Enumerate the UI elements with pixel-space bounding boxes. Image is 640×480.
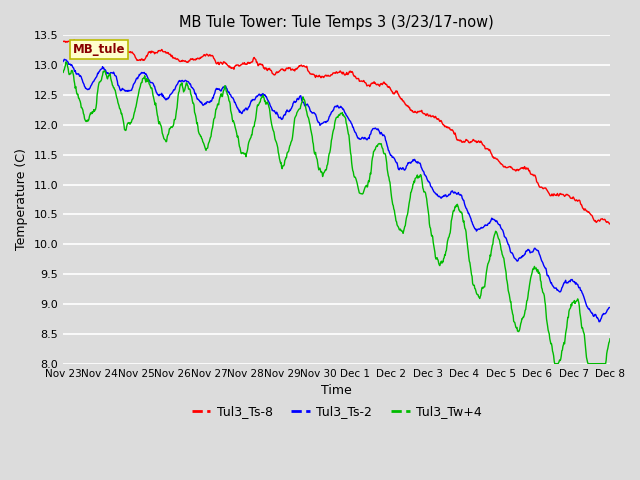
- Legend: Tul3_Ts-8, Tul3_Ts-2, Tul3_Tw+4: Tul3_Ts-8, Tul3_Ts-2, Tul3_Tw+4: [186, 400, 486, 423]
- Text: MB_tule: MB_tule: [73, 43, 125, 56]
- Y-axis label: Temperature (C): Temperature (C): [15, 149, 28, 251]
- Title: MB Tule Tower: Tule Temps 3 (3/23/17-now): MB Tule Tower: Tule Temps 3 (3/23/17-now…: [179, 15, 494, 30]
- X-axis label: Time: Time: [321, 384, 352, 397]
